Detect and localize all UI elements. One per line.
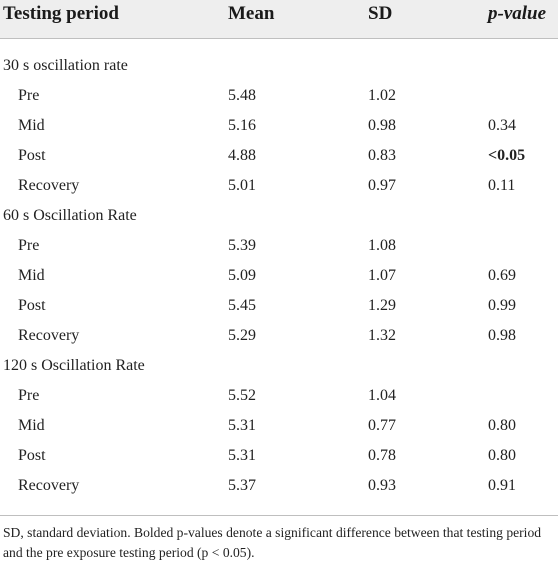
cell-testing-period: Recovery	[18, 177, 80, 194]
table-header-background	[0, 0, 558, 38]
cell-testing-period: Pre	[18, 237, 40, 254]
header-testing-period: Testing period	[3, 3, 119, 24]
group-title: 30 s oscillation rate	[3, 57, 128, 74]
cell-mean: 5.52	[228, 387, 256, 404]
cell-sd: 0.98	[368, 117, 396, 134]
cell-p-value: 0.69	[488, 267, 516, 284]
cell-mean: 5.31	[228, 447, 256, 464]
group-title: 60 s Oscillation Rate	[3, 207, 137, 224]
cell-mean: 5.45	[228, 297, 256, 314]
cell-testing-period: Pre	[18, 387, 40, 404]
header-divider	[0, 38, 558, 39]
header-mean: Mean	[228, 3, 275, 24]
cell-mean: 5.01	[228, 177, 256, 194]
cell-testing-period: Recovery	[18, 327, 80, 344]
cell-sd: 0.97	[368, 177, 396, 194]
footer-divider	[0, 515, 558, 516]
cell-testing-period: Post	[18, 447, 46, 464]
header-sd: SD	[368, 3, 393, 24]
cell-testing-period: Post	[18, 147, 46, 164]
cell-p-value: 0.98	[488, 327, 516, 344]
cell-p-value: 0.99	[488, 297, 516, 314]
cell-mean: 4.88	[228, 147, 256, 164]
cell-testing-period: Mid	[18, 117, 45, 134]
cell-testing-period: Mid	[18, 417, 45, 434]
group-title: 120 s Oscillation Rate	[3, 357, 145, 374]
cell-sd: 0.78	[368, 447, 396, 464]
cell-mean: 5.37	[228, 477, 256, 494]
cell-p-value: 0.11	[488, 177, 516, 194]
cell-mean: 5.16	[228, 117, 256, 134]
cell-sd: 1.04	[368, 387, 396, 404]
cell-testing-period: Pre	[18, 87, 40, 104]
cell-sd: 1.08	[368, 237, 396, 254]
cell-testing-period: Recovery	[18, 477, 80, 494]
cell-sd: 1.32	[368, 327, 396, 344]
cell-p-value: 0.91	[488, 477, 516, 494]
cell-p-value: 0.80	[488, 447, 516, 464]
cell-sd: 0.83	[368, 147, 396, 164]
cell-mean: 5.31	[228, 417, 256, 434]
header-p-value: p-value	[488, 3, 547, 24]
cell-sd: 1.02	[368, 87, 396, 104]
cell-sd: 0.77	[368, 417, 396, 434]
cell-testing-period: Mid	[18, 267, 45, 284]
cell-testing-period: Post	[18, 297, 46, 314]
cell-p-value: 0.34	[488, 117, 516, 134]
cell-mean: 5.09	[228, 267, 256, 284]
cell-mean: 5.29	[228, 327, 256, 344]
cell-p-value: 0.80	[488, 417, 516, 434]
cell-sd: 1.29	[368, 297, 396, 314]
cell-sd: 0.93	[368, 477, 396, 494]
cell-sd: 1.07	[368, 267, 396, 284]
cell-mean: 5.39	[228, 237, 256, 254]
table-footnote: SD, standard deviation. Bolded p-values …	[3, 525, 542, 560]
cell-mean: 5.48	[228, 87, 256, 104]
cell-p-value: <0.05	[488, 147, 526, 164]
